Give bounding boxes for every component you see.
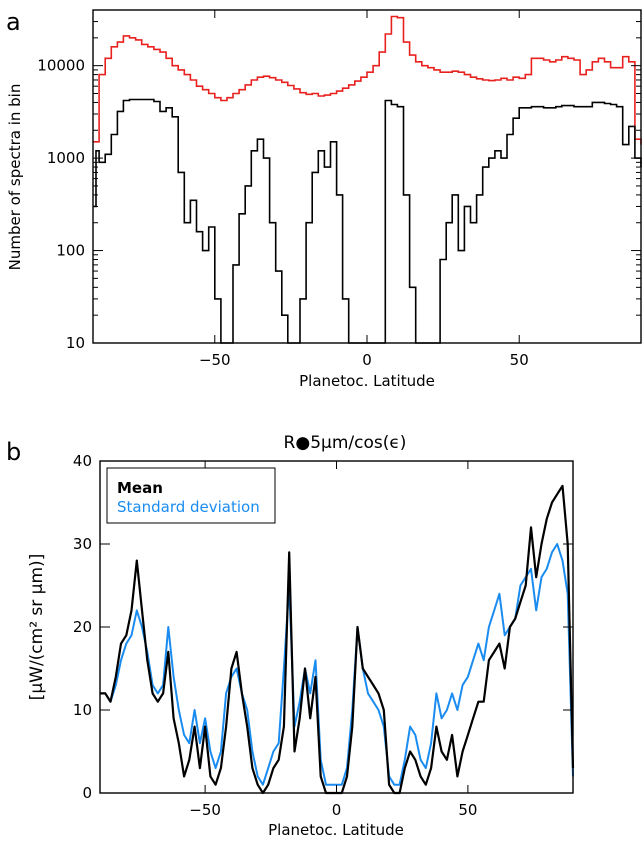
panel-a-ytick-label: 10	[66, 334, 85, 352]
panel-a-ytick-label: 1000	[47, 149, 85, 167]
panel-b-mean-line	[100, 484, 575, 795]
panel-b-ytick-label: 30	[73, 535, 92, 553]
legend-mean-label: Mean	[117, 479, 163, 497]
panel-b-ylabel: [μW/(cm² sr μm)]	[27, 554, 47, 701]
panel-b-ytick-label: 10	[73, 701, 92, 719]
panel-a-xtick-label: 0	[362, 351, 372, 369]
panel-a-ytick-label: 100	[56, 242, 85, 260]
panel-b-title: R●5μm/cos(ϵ)	[284, 433, 407, 453]
panel-b-letter: b	[6, 438, 21, 466]
panel-b-xtick-label: −50	[189, 801, 221, 819]
panel-b-ytick-label: 20	[73, 618, 92, 636]
panel-a-tick-layer: −50 0 50 10 100 1000 10000	[37, 9, 641, 369]
panel-b-ytick-label: 40	[73, 452, 92, 470]
panel-b-ytick-label: 0	[82, 784, 92, 802]
panel-a-series-layer	[93, 15, 642, 344]
panel-a-xtick-label: −50	[199, 351, 231, 369]
panel-a-series-0-line	[93, 15, 642, 145]
legend-box	[106, 467, 276, 524]
panel-a-series-1-line	[93, 98, 642, 344]
panel-b-plot-area: −50 0 50 0 10 20 30 40	[73, 452, 575, 819]
panel-a-xtick-label: 50	[510, 351, 529, 369]
panel-b-xtick-label: 50	[458, 801, 477, 819]
panel-a-ytick-label: 10000	[37, 57, 85, 75]
legend-std-label: Standard deviation	[117, 498, 260, 516]
panel-a-plot-area: −50 0 50 10 100 1000 10000	[37, 9, 642, 369]
panel-b-legend: Mean Standard deviation	[106, 467, 276, 524]
panel-a-letter: a	[6, 8, 21, 36]
panel-a-ylabel: Number of spectra in bin	[6, 84, 24, 271]
panel-b-xtick-label: 0	[332, 801, 342, 819]
panel-b-std-line	[100, 543, 574, 786]
panel-b-xlabel: Planetoc. Latitude	[268, 821, 404, 839]
panel-b-series-layer	[100, 484, 575, 795]
panel-a-xlabel: Planetoc. Latitude	[299, 372, 435, 390]
